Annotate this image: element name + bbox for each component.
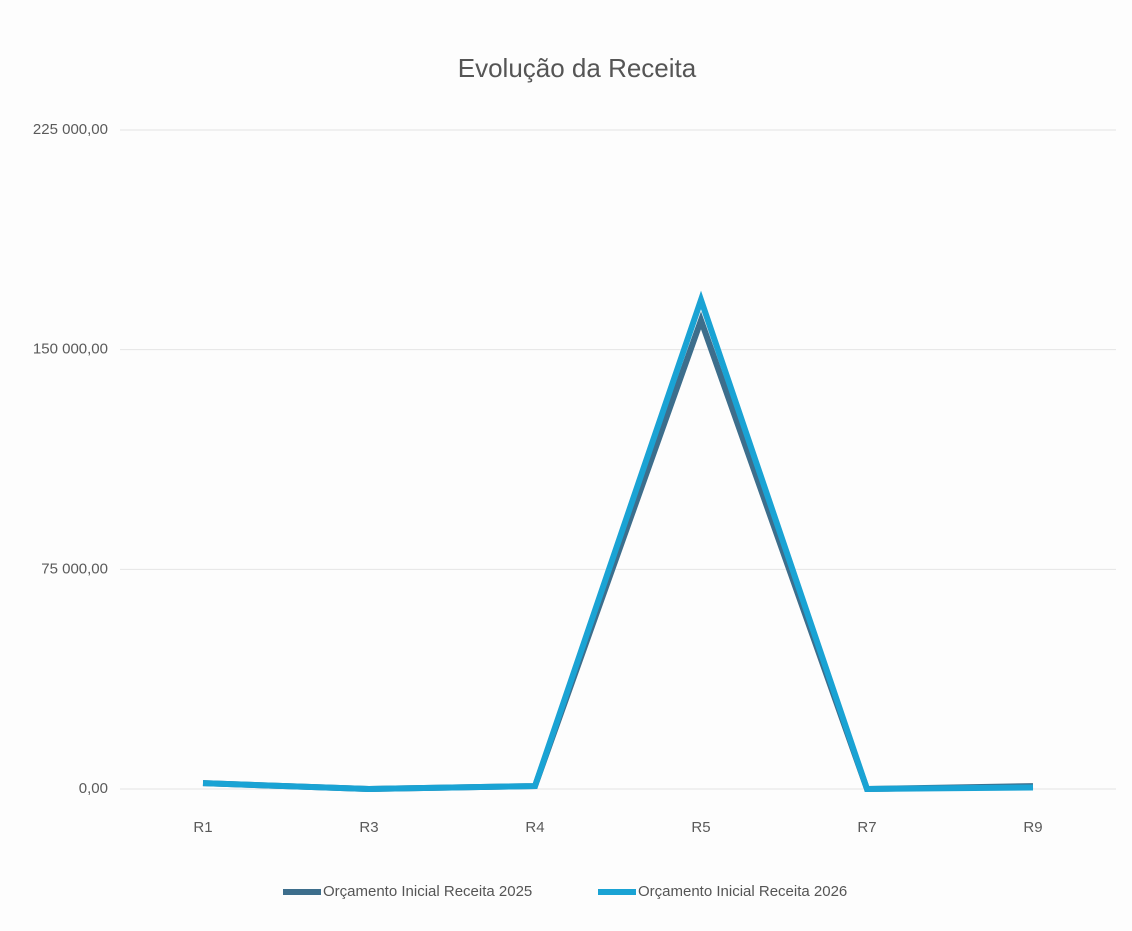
x-tick-label: R3: [359, 819, 378, 836]
legend-label: Orçamento Inicial Receita 2026: [638, 883, 847, 900]
x-tick-label: R7: [857, 819, 876, 836]
chart-title: Evolução da Receita: [458, 53, 697, 83]
x-tick-label: R9: [1023, 819, 1042, 836]
x-tick-label: R5: [691, 819, 710, 836]
y-tick-label: 0,00: [79, 780, 108, 797]
y-tick-label: 225 000,00: [33, 121, 108, 138]
y-tick-label: 75 000,00: [41, 560, 108, 577]
series-line: [202, 290, 1034, 793]
x-tick-label: R1: [193, 819, 212, 836]
y-tick-label: 150 000,00: [33, 341, 108, 358]
x-tick-label: R4: [525, 819, 544, 836]
legend-label: Orçamento Inicial Receita 2025: [323, 883, 532, 900]
